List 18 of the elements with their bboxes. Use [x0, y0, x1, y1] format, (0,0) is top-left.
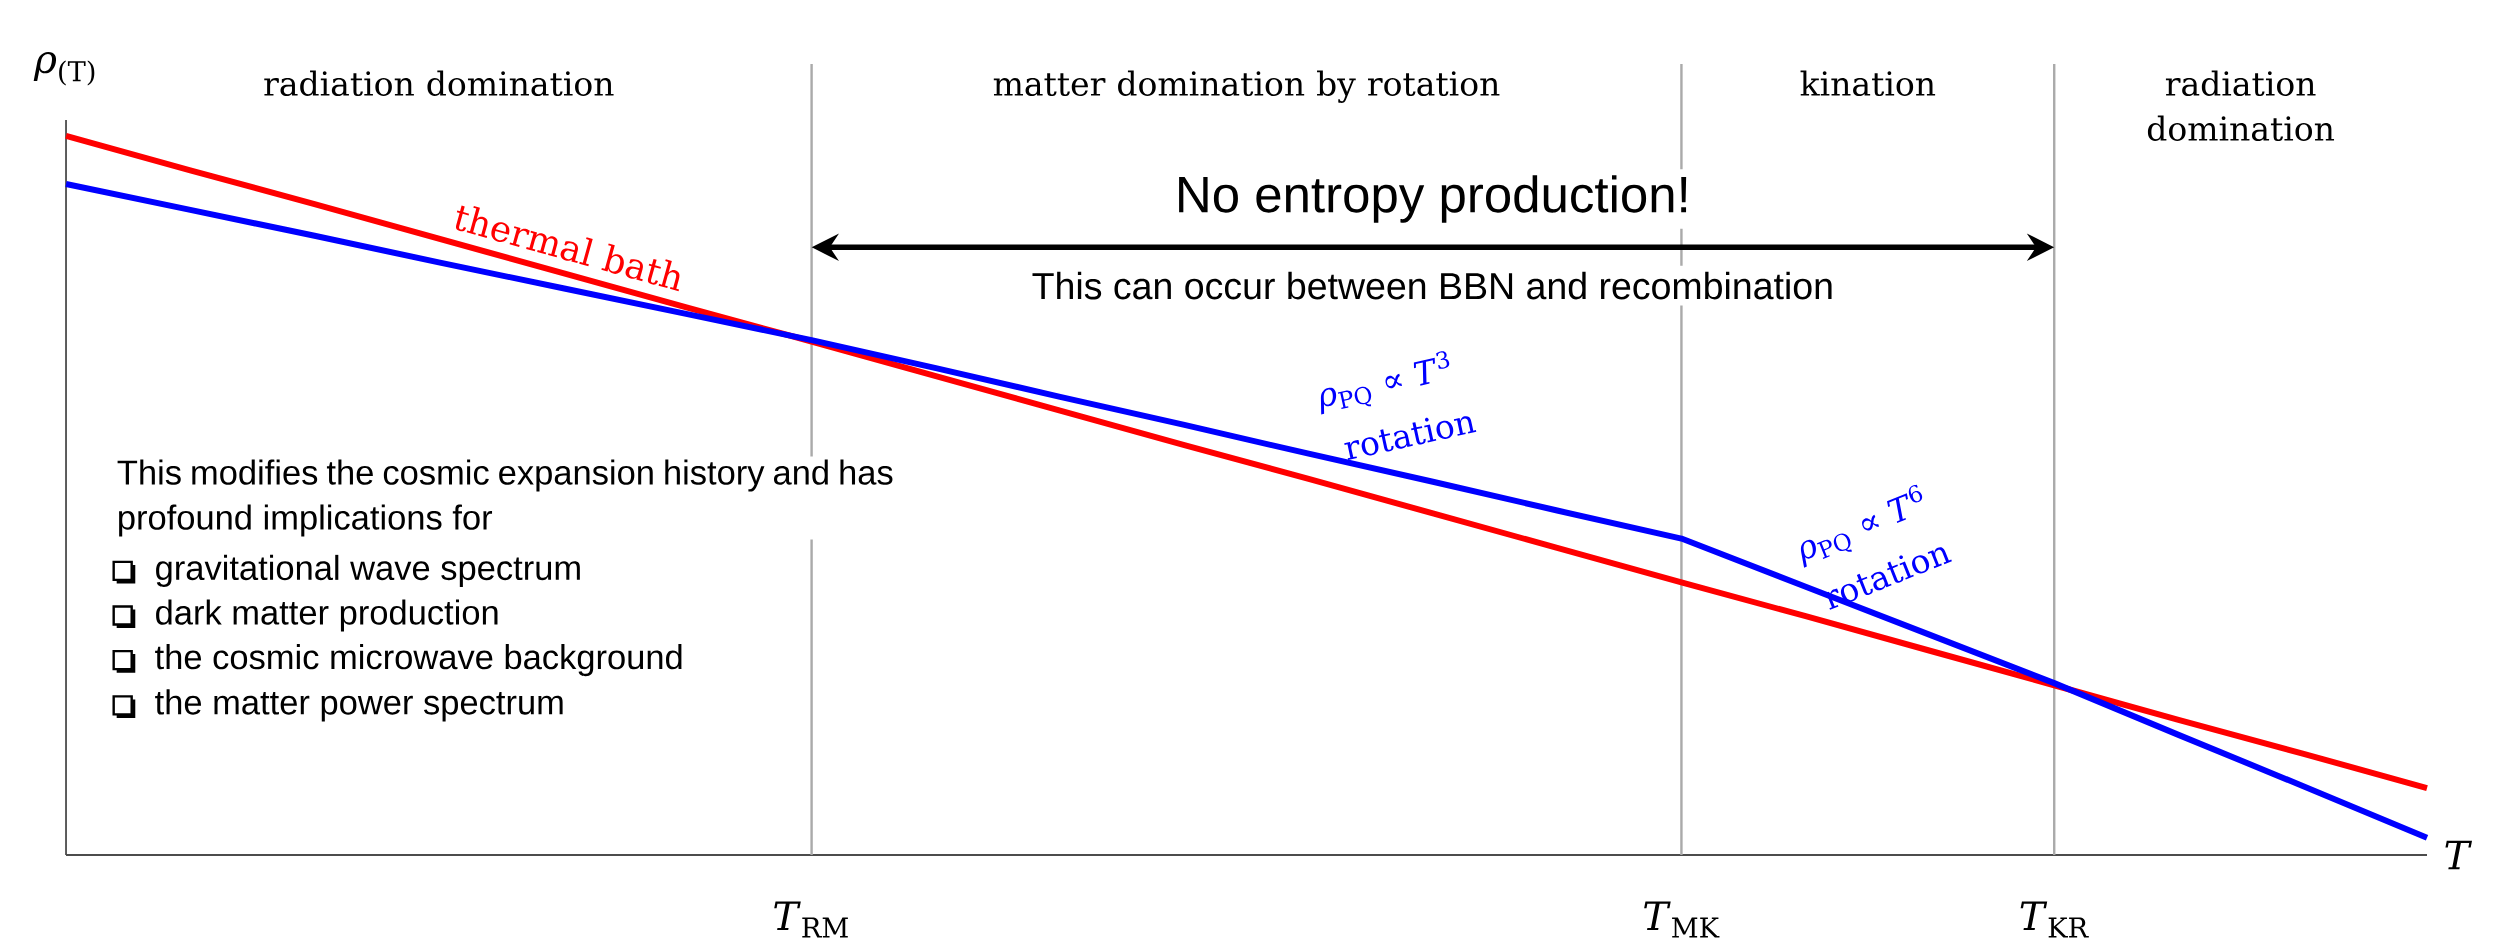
- x-axis-title: T: [2445, 840, 2473, 870]
- text: thermal bath: [455, 205, 680, 292]
- annotation: dark matter production: [156, 599, 498, 632]
- text: radiation domination: [264, 70, 614, 97]
- x-tick-label: T$_{RM}$: [774, 901, 848, 938]
- text: kination: [1800, 70, 1936, 97]
- annotation: This can occur between BBN and recombination: [1032, 271, 1832, 300]
- annotation: gravitational wave spectrum: [156, 554, 580, 587]
- annotation: the matter power spectrum: [155, 689, 563, 722]
- text: matter domination by rotation: [993, 70, 1500, 103]
- annotation: ρ$_{PQ}$ ∝ T$^{3}$: [1320, 351, 1450, 415]
- x-tick-label: T$_{KR}$: [2020, 901, 2089, 938]
- annotation: the cosmic microwave background: [155, 644, 682, 677]
- x-tick-label: T$_{MK}$: [1644, 901, 1720, 938]
- annotation: rotation: [1344, 416, 1477, 460]
- annotation: radiation domination: [2147, 70, 2335, 142]
- annotation: No entropy production!: [1179, 175, 1687, 223]
- y-axis-title: ρ$_{(T)}$: [33, 52, 95, 86]
